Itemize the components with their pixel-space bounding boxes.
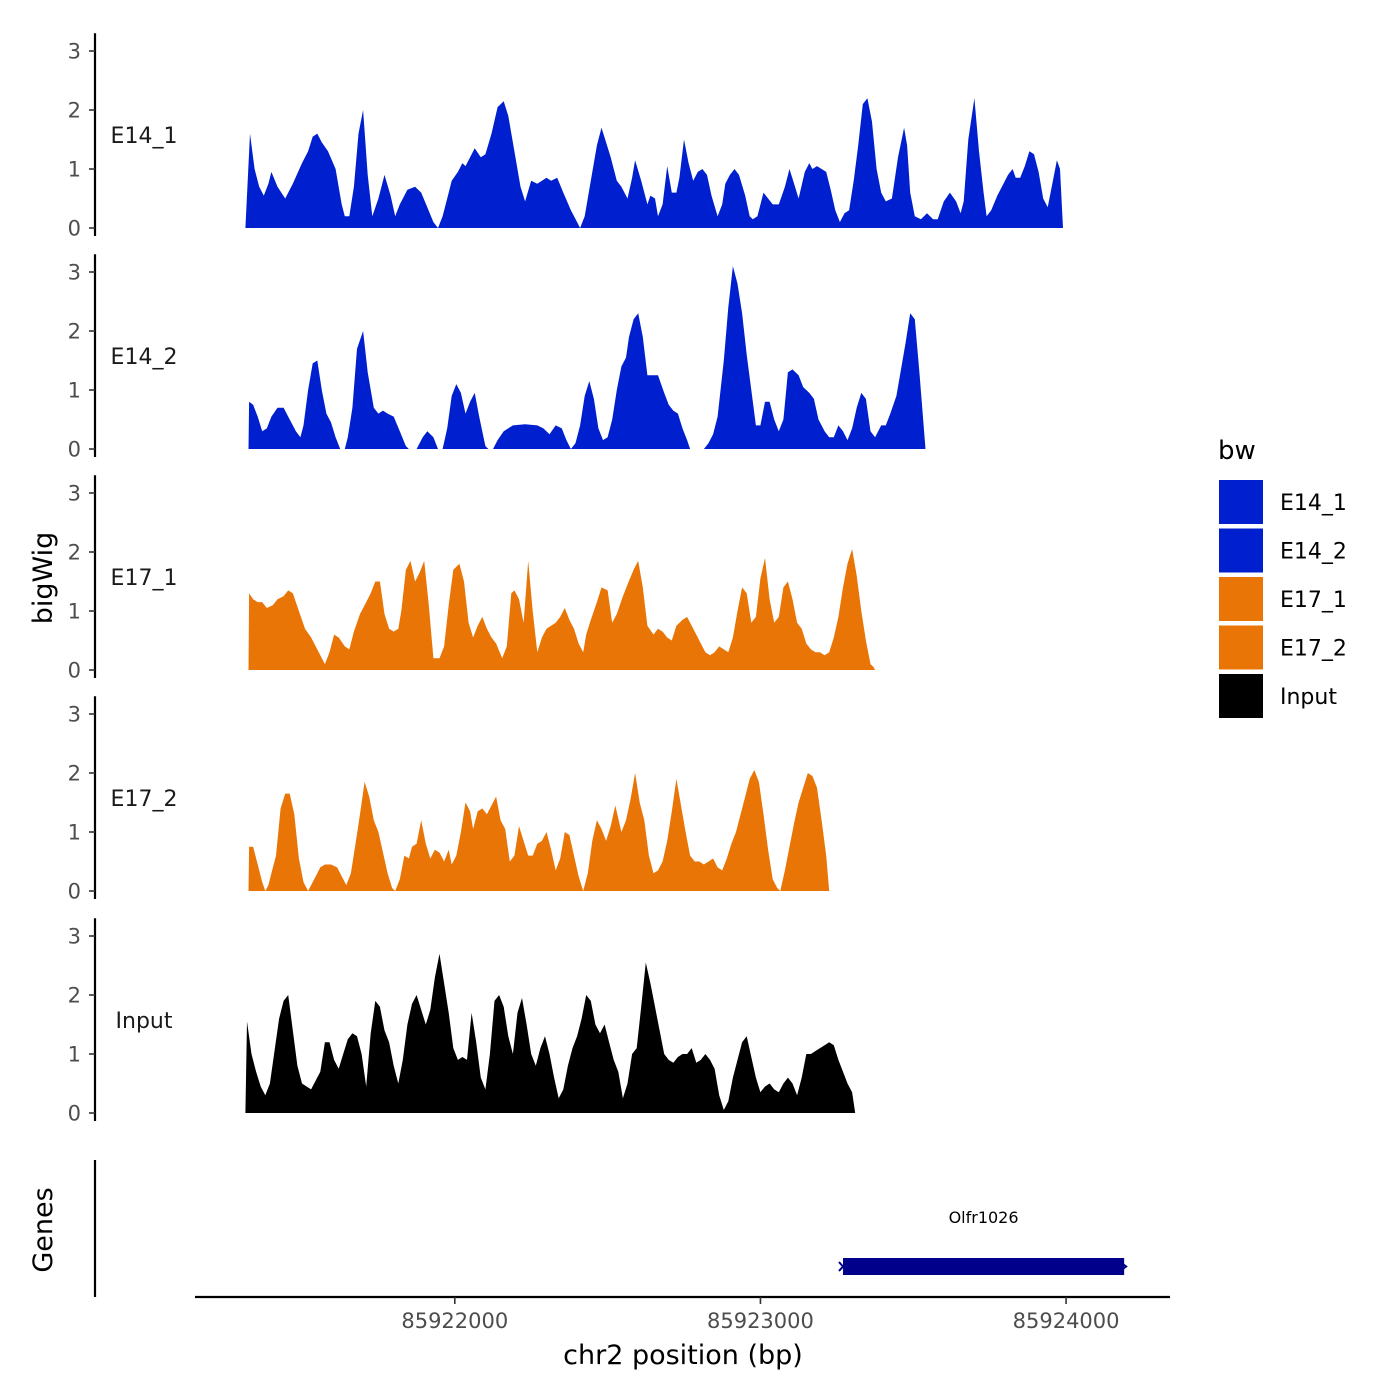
track-e17-1-y-tick-label-1: 1: [68, 600, 81, 624]
track-e14-2-y-tick-label-3: 3: [68, 261, 81, 285]
legend-label-e14-1: E14_1: [1280, 491, 1347, 516]
track-e14-2-y-tick-label-2: 2: [68, 320, 81, 344]
track-e17-2: 0 1 2 3 E17_2: [68, 696, 830, 904]
track-e17-2-label: E17_2: [111, 787, 178, 812]
x-axis: 85922000 85923000 85924000: [195, 1295, 1170, 1333]
legend-swatch-e17-2: [1219, 625, 1263, 670]
legend-label-e14-2: E14_2: [1280, 540, 1347, 565]
track-e14-2-y-tick-label-0: 0: [68, 438, 81, 462]
track-e17-1-area: [248, 549, 876, 670]
legend-title: bw: [1218, 436, 1256, 466]
x-axis-title: chr2 position (bp): [563, 1340, 803, 1371]
legend-label-e17-1: E17_1: [1280, 588, 1347, 613]
track-e17-1-label: E17_1: [111, 566, 178, 591]
x-tick-label-85922000: 85922000: [401, 1309, 508, 1333]
track-e14-1: 0 1 2 3 E14_1: [68, 33, 1063, 241]
legend-swatch-e14-1: [1219, 480, 1263, 524]
x-tick-label-85923000: 85923000: [707, 1309, 814, 1333]
legend-swatch-e17-1: [1219, 577, 1263, 621]
track-e14-2-y-tick-label-1: 1: [68, 379, 81, 403]
gene-annotation-panel: Olfr1026: [93, 1160, 1128, 1297]
track-e14-2: 0 1 2 3 E14_2: [68, 254, 926, 462]
track-e17-1-y-tick-label-0: 0: [68, 659, 81, 683]
track-e17-2-y-tick-label-2: 2: [68, 762, 81, 786]
track-e14-2-label: E14_2: [111, 345, 178, 370]
track-input-y-tick-label-2: 2: [68, 984, 81, 1008]
track-e17-1-y-tick-label-3: 3: [68, 482, 81, 506]
track-e17-1-y-tick-label-2: 2: [68, 541, 81, 565]
track-e17-2-area: [248, 770, 830, 891]
track-input-y-tick-label-0: 0: [68, 1102, 81, 1126]
y-axis-title-genes: Genes: [28, 1187, 59, 1272]
track-input-label: Input: [116, 1009, 173, 1034]
track-e17-2-y-tick-label-1: 1: [68, 821, 81, 845]
track-e14-1-label: E14_1: [111, 124, 178, 149]
legend-label-input: Input: [1280, 685, 1337, 710]
track-e14-1-area: [245, 98, 1063, 228]
gene-olfr1026-end-mark: [1119, 1261, 1128, 1272]
track-e14-1-y-tick-label-1: 1: [68, 158, 81, 182]
gene-olfr1026-label: Olfr1026: [949, 1208, 1019, 1227]
legend-swatch-e14-2: [1219, 528, 1263, 573]
coverage-tracks: 0 1 2 3 E14_1 0 1 2 3 E14_2 0 1 2 3 E17_1 0 1 2 3 E17_2 0 1 2 3…: [68, 33, 1063, 1126]
track-e14-1-y-tick-label-3: 3: [68, 40, 81, 64]
track-e17-2-y-tick-label-3: 3: [68, 703, 81, 727]
legend-label-e17-2: E17_2: [1280, 637, 1347, 662]
track-e14-1-y-tick-label-0: 0: [68, 217, 81, 241]
track-input: 0 1 2 3 Input: [68, 918, 856, 1126]
track-input-area: [245, 953, 856, 1113]
legend-swatch-input: [1219, 674, 1263, 718]
track-input-y-tick-label-1: 1: [68, 1043, 81, 1067]
track-e14-2-area: [248, 266, 926, 449]
track-e14-1-y-tick-label-2: 2: [68, 99, 81, 123]
track-e17-1: 0 1 2 3 E17_1: [68, 475, 876, 683]
y-axis-title-bigwig: bigWig: [28, 532, 59, 625]
track-input-y-tick-label-3: 3: [68, 925, 81, 949]
gene-olfr1026-body: [842, 1258, 1125, 1275]
legend: bw E14_1 E14_2 E17_1 E17_2 Input: [1218, 436, 1347, 718]
x-tick-label-85924000: 85924000: [1013, 1309, 1120, 1333]
track-e17-2-y-tick-label-0: 0: [68, 880, 81, 904]
gene-olfr1026-start-mark: [838, 1261, 848, 1272]
